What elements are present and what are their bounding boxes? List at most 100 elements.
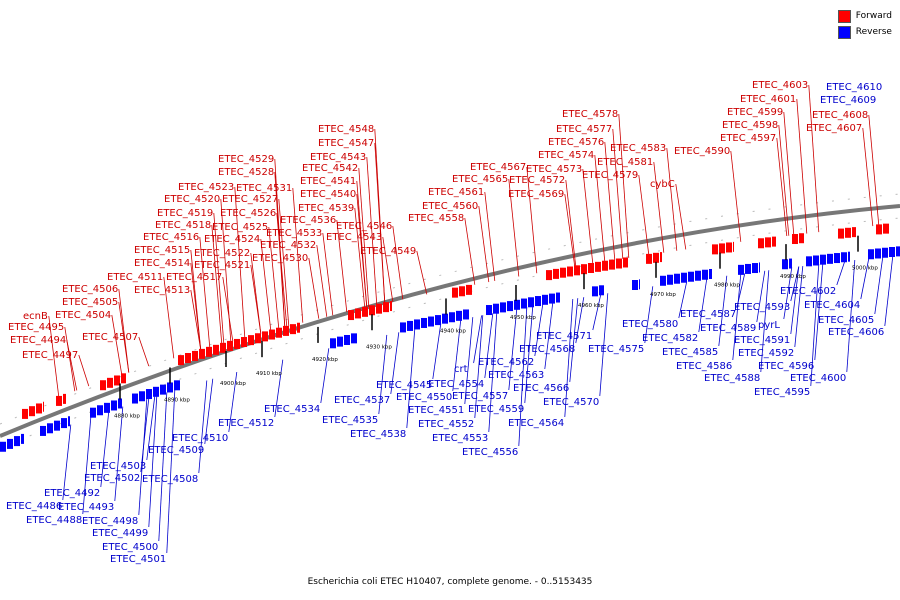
- forward-gene: [114, 375, 120, 386]
- reverse-gene: [745, 263, 751, 274]
- forward-gene-label: ETEC_4549: [360, 246, 416, 257]
- forward-gene-label: ETEC_4598: [722, 120, 778, 131]
- forward-gene: [199, 348, 205, 359]
- leader-line: [473, 315, 482, 364]
- leader-line: [653, 161, 665, 253]
- leader-line: [336, 219, 348, 313]
- reverse-gene: [500, 302, 506, 313]
- reverse-gene-label: ETEC_4550: [396, 392, 452, 403]
- reverse-swatch: [837, 25, 851, 39]
- legend-reverse-label: Reverse: [855, 27, 892, 37]
- forward-gene-label: ETEC_4506: [62, 284, 118, 295]
- tick-label: 4900 kbp: [220, 381, 246, 387]
- leader-line: [524, 305, 534, 404]
- forward-gene: [390, 301, 392, 312]
- tick-label: 4960 kbp: [578, 303, 604, 309]
- reverse-gene-label: ETEC_4554: [428, 379, 484, 390]
- forward-gene: [712, 244, 718, 255]
- forward-gene: [220, 342, 226, 353]
- reverse-gene: [632, 280, 638, 291]
- leader-line: [846, 260, 856, 373]
- forward-gene-label: ETEC_4516: [143, 232, 199, 243]
- leader-line: [544, 302, 554, 370]
- reverse-gene-label: ETEC_4575: [588, 344, 644, 355]
- reverse-gene: [407, 320, 413, 331]
- reverse-gene-label: ETEC_4566: [513, 383, 569, 394]
- forward-gene-label: ETEC_4532: [260, 240, 316, 251]
- forward-gene-label: ETEC_4599: [727, 107, 783, 118]
- forward-gene: [660, 252, 662, 263]
- leader-line: [228, 371, 238, 433]
- leader-line: [382, 236, 394, 302]
- leader-line: [62, 424, 72, 501]
- reverse-gene: [528, 297, 534, 308]
- forward-gene-label: ETEC_4567: [470, 162, 526, 173]
- forward-gene: [772, 236, 776, 247]
- forward-gene-label: ETEC_4576: [548, 137, 604, 148]
- reverse-gene: [146, 389, 152, 400]
- forward-gene-label: ETEC_4531: [236, 183, 292, 194]
- reverse-gene-label: ETEC_4595: [754, 387, 810, 398]
- reverse-gene-label: ETEC_4552: [418, 419, 474, 430]
- reverse-gene-label: ETEC_4593: [734, 302, 790, 313]
- reverse-gene-label: ETEC_4605: [818, 315, 874, 326]
- reverse-gene: [414, 319, 420, 330]
- reverse-gene-label: ETEC_4564: [508, 418, 564, 429]
- tick-label: 4910 kbp: [256, 371, 282, 377]
- forward-gene: [466, 284, 472, 295]
- reverse-gene: [782, 259, 788, 270]
- leader-line: [211, 224, 223, 345]
- leader-line: [278, 198, 290, 327]
- reverse-gene-label: ETEC_4499: [92, 528, 148, 539]
- leader-line: [508, 308, 518, 391]
- leader-line: [114, 406, 124, 502]
- reverse-gene: [47, 423, 53, 434]
- forward-gene-label: ETEC_4565: [452, 174, 508, 185]
- reverse-gene: [160, 384, 166, 395]
- reverse-gene-label: ETEC_4510: [172, 433, 228, 444]
- leader-line: [356, 180, 368, 308]
- leader-line: [354, 207, 366, 308]
- tick-label: 4950 kbp: [510, 315, 536, 321]
- forward-gene: [56, 395, 62, 406]
- forward-gene: [376, 303, 382, 314]
- forward-gene: [63, 393, 66, 404]
- reverse-gene-label: ETEC_4512: [218, 418, 274, 429]
- reverse-gene-label: ETEC_4534: [264, 404, 320, 415]
- leader-line: [778, 124, 790, 236]
- forward-gene: [838, 228, 844, 239]
- leader-line: [794, 266, 804, 348]
- forward-gene-label: ETEC_4572: [509, 175, 565, 186]
- leader-line: [756, 270, 766, 323]
- reverse-gene: [542, 294, 548, 305]
- forward-gene: [22, 408, 28, 419]
- leader-line: [260, 238, 272, 331]
- forward-gene-label: ETEC_4543: [326, 232, 382, 243]
- leader-line: [518, 307, 528, 447]
- forward-gene-label: ETEC_4560: [422, 201, 478, 212]
- reverse-gene-label: ETEC_4556: [462, 447, 518, 458]
- reverse-gene: [132, 393, 138, 404]
- leader-line: [860, 258, 870, 300]
- forward-gene-label: ETEC_4583: [610, 143, 666, 154]
- forward-track-guide: [0, 193, 900, 425]
- leader-line: [111, 314, 123, 375]
- forward-gene-label: ETEC_4548: [318, 124, 374, 135]
- forward-gene: [276, 327, 282, 338]
- reverse-gene: [486, 305, 492, 316]
- leader-line: [484, 191, 496, 281]
- forward-gene: [362, 306, 368, 317]
- forward-gene: [383, 302, 389, 313]
- forward-gene-label: cybC: [650, 179, 675, 190]
- forward-gene-label: ETEC_4511: [107, 272, 163, 283]
- forward-gene: [107, 377, 113, 388]
- leader-line: [564, 193, 576, 267]
- reverse-gene-label: ETEC_4486: [6, 501, 62, 512]
- forward-gene: [758, 238, 764, 249]
- forward-gene-label: ETEC_4579: [582, 170, 638, 181]
- reverse-gene-label: ETEC_4557: [452, 391, 508, 402]
- forward-gene: [883, 223, 889, 234]
- reverse-gene-label: ETEC_4509: [148, 445, 204, 456]
- leader-line: [432, 323, 442, 380]
- reverse-gene: [428, 316, 434, 327]
